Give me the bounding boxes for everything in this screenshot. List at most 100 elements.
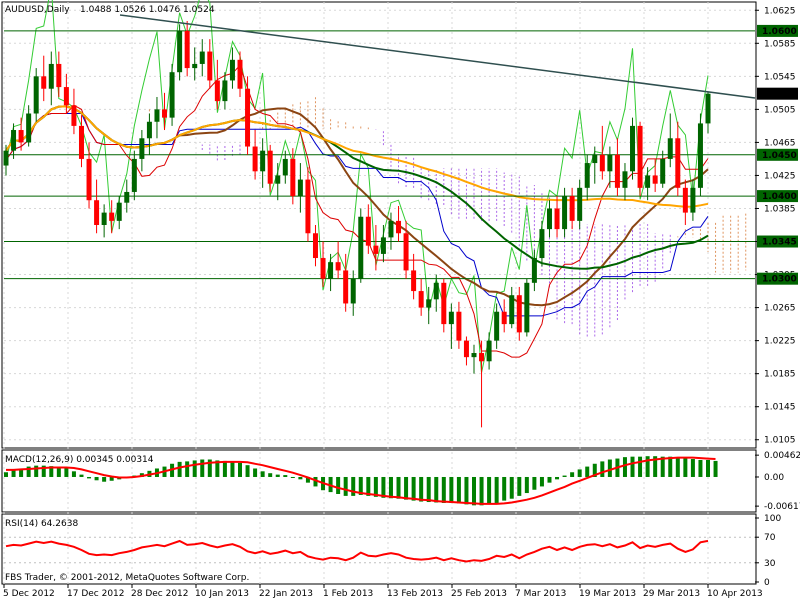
candle[interactable] [471,344,477,374]
candle[interactable] [411,253,417,300]
candle[interactable] [705,92,711,134]
candle[interactable] [297,163,303,213]
candle[interactable] [599,125,605,180]
candle[interactable] [26,105,32,147]
candle[interactable] [154,96,160,139]
candle[interactable] [531,249,537,292]
candle[interactable] [305,167,311,242]
candle[interactable] [116,196,122,230]
macd-panel[interactable] [1,449,757,513]
candle[interactable] [516,286,522,341]
candle[interactable] [592,146,598,184]
candle[interactable] [403,220,409,279]
candle[interactable] [546,200,552,238]
candle[interactable] [584,154,590,201]
candle[interactable] [343,253,349,312]
candle[interactable] [207,39,213,89]
candle[interactable] [365,204,371,254]
candle[interactable] [78,115,84,168]
candle[interactable] [192,47,198,81]
candle[interactable] [229,47,235,89]
candle[interactable] [350,270,356,316]
candle[interactable] [237,51,243,97]
candle[interactable] [501,299,507,333]
candle[interactable] [282,150,288,184]
candle[interactable] [463,336,469,366]
candle[interactable] [312,225,318,267]
candle[interactable] [456,301,462,349]
candle[interactable] [433,274,439,312]
candle[interactable] [146,113,152,155]
macd-bar [434,476,439,503]
candle[interactable] [162,92,168,131]
candle[interactable] [222,72,228,110]
candle[interactable] [645,167,651,201]
candle[interactable] [252,130,258,180]
candle[interactable] [637,121,643,197]
candle[interactable] [139,130,145,172]
candle[interactable] [56,51,62,97]
candle[interactable] [33,68,39,122]
candle[interactable] [71,88,77,135]
candle[interactable] [622,163,628,201]
candle[interactable] [486,332,492,370]
rsi-panel[interactable] [1,513,757,585]
candle[interactable] [63,73,69,114]
candle[interactable] [335,241,341,279]
candle[interactable] [245,76,251,155]
candle[interactable] [539,220,545,267]
trendline[interactable] [119,14,756,99]
candle[interactable] [494,303,500,349]
candle[interactable] [577,179,583,230]
candle[interactable] [396,206,402,242]
candle[interactable] [358,208,364,283]
candle[interactable] [18,117,24,151]
candle[interactable] [675,121,681,197]
candle[interactable] [101,204,107,238]
candle[interactable] [509,286,515,329]
candle[interactable] [275,163,281,201]
candle[interactable] [426,286,432,325]
candle[interactable] [86,142,92,209]
resistance-trendline[interactable] [119,14,756,99]
candle[interactable] [260,138,266,188]
candle[interactable] [667,113,673,168]
candle[interactable] [614,138,620,197]
candle[interactable] [41,55,47,102]
candle[interactable] [607,146,613,188]
candle[interactable] [524,278,530,337]
candle[interactable] [199,39,205,77]
candle[interactable] [184,20,190,77]
candle[interactable] [418,278,424,316]
main-panel[interactable] [1,1,757,449]
candle[interactable] [124,179,130,213]
candle[interactable] [177,24,183,81]
candle[interactable] [652,158,658,192]
candle[interactable] [660,150,666,188]
candle[interactable] [94,179,100,234]
candle[interactable] [373,225,379,271]
candle[interactable] [11,123,17,159]
candle[interactable] [682,179,688,225]
candle[interactable] [690,179,696,221]
candle[interactable] [448,303,454,349]
candle[interactable] [380,225,386,263]
candle[interactable] [3,144,9,176]
candle[interactable] [630,117,636,180]
candle[interactable] [554,196,560,238]
candle[interactable] [267,144,273,192]
candle[interactable] [320,241,326,287]
candle[interactable] [131,150,137,201]
candle[interactable] [388,212,394,250]
candle[interactable] [109,200,115,234]
candle[interactable] [562,187,568,238]
candle[interactable] [214,59,220,110]
candle[interactable] [48,51,54,106]
candle[interactable] [479,340,485,428]
candle[interactable] [569,187,575,230]
candle[interactable] [290,148,296,205]
candle[interactable] [697,113,703,197]
candle[interactable] [441,278,447,333]
candle[interactable] [169,63,175,126]
candle[interactable] [328,253,334,292]
